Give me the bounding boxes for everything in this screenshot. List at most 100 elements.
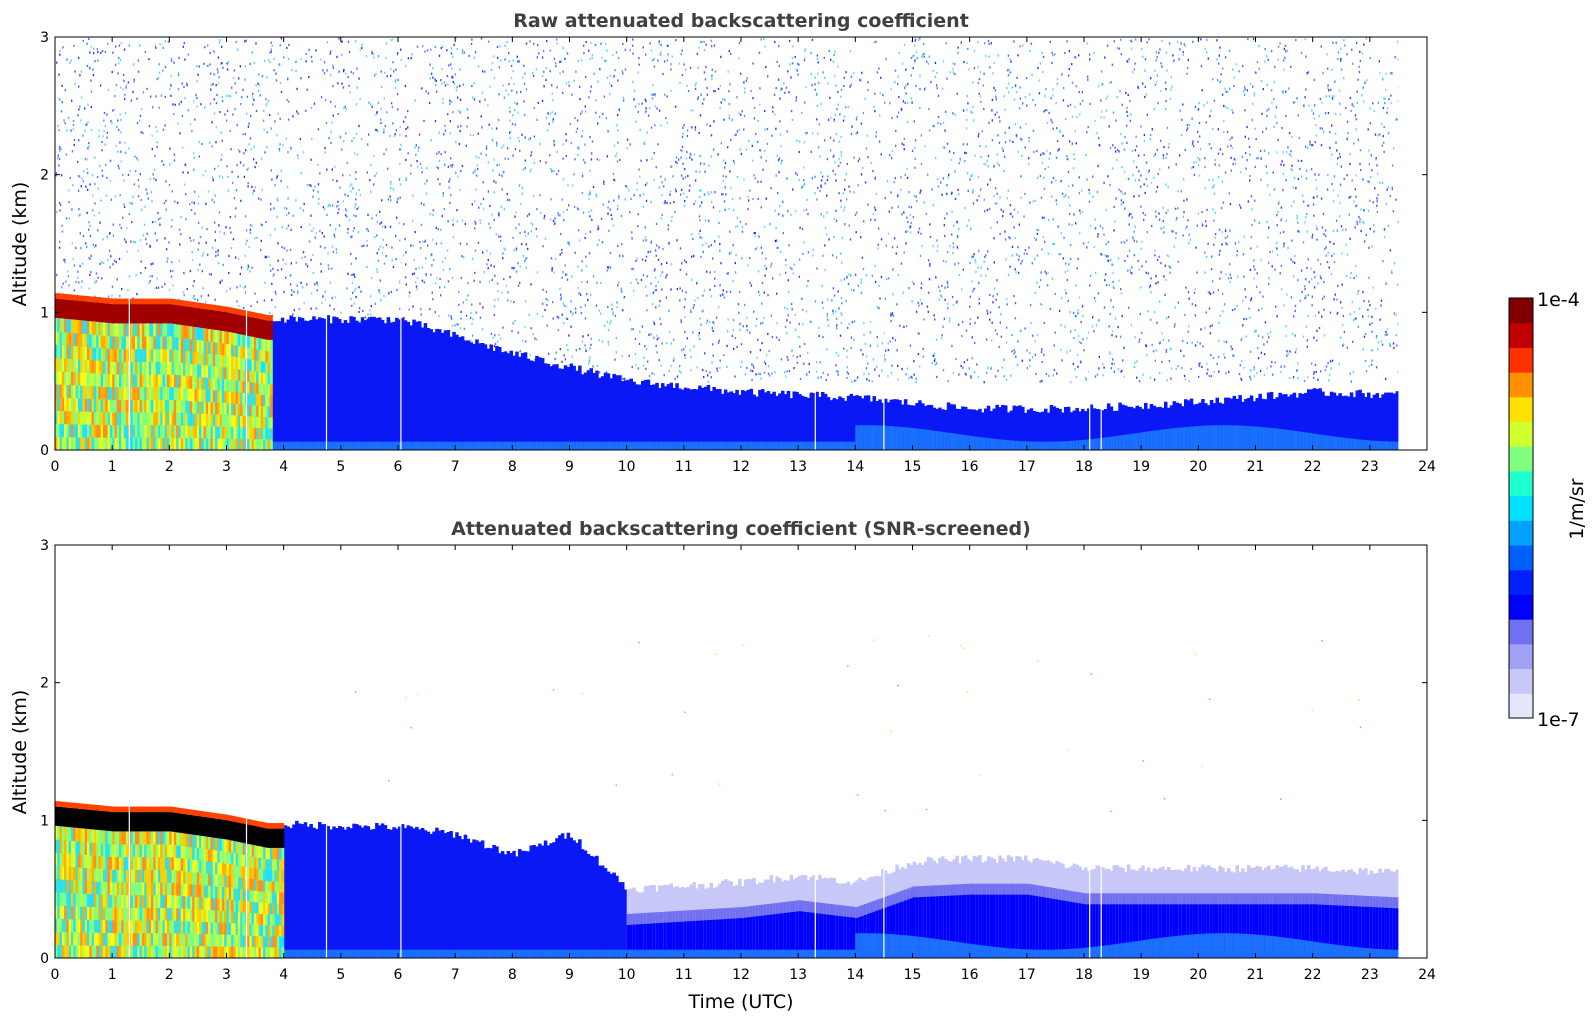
x-tick-label: 7 <box>451 459 460 475</box>
y-tick-label: 1 <box>40 813 49 829</box>
colorbar-swatch <box>1509 298 1533 324</box>
x-tick-label: 23 <box>1361 967 1379 983</box>
x-tick-label: 6 <box>394 967 403 983</box>
x-tick-label: 8 <box>508 967 517 983</box>
colorbar-swatch <box>1509 619 1533 645</box>
y-axis-label: Altitude (km) <box>9 182 31 307</box>
colorbar-min-label: 1e-7 <box>1537 709 1580 731</box>
x-tick-label: 8 <box>508 459 517 475</box>
colorbar-swatch <box>1509 446 1533 472</box>
x-tick-label: 11 <box>675 459 693 475</box>
boundary-layer <box>283 820 1400 958</box>
colorbar-swatch <box>1509 569 1533 595</box>
y-axis-label: Altitude (km) <box>9 690 31 815</box>
x-tick-label: 14 <box>846 967 864 983</box>
x-tick-label: 18 <box>1075 967 1093 983</box>
x-tick-label: 9 <box>565 967 574 983</box>
x-tick-label: 15 <box>904 967 922 983</box>
colorbar-swatch <box>1509 470 1533 497</box>
y-axis: 0 1 2 3 <box>40 30 1427 459</box>
y-tick-label: 3 <box>40 538 49 554</box>
x-tick-label: 4 <box>279 459 288 475</box>
x-tick-label: 21 <box>1247 459 1265 475</box>
x-tick-label: 9 <box>565 459 574 475</box>
x-tick-label: 16 <box>961 967 979 983</box>
y-tick-label: 0 <box>40 951 49 967</box>
x-tick-label: 0 <box>51 459 60 475</box>
cloud-region <box>55 293 273 450</box>
plot-area <box>55 545 1427 958</box>
colorbar-swatch <box>1509 322 1533 348</box>
x-tick-label: 5 <box>336 967 345 983</box>
no-data-region <box>1398 37 1427 450</box>
x-tick-label: 20 <box>1189 459 1207 475</box>
colorbar-swatch <box>1509 372 1533 398</box>
colorbar-swatch <box>1509 495 1533 521</box>
colorbar-frame <box>1508 297 1534 719</box>
x-tick-label: 12 <box>732 459 750 475</box>
x-tick-label: 22 <box>1304 967 1322 983</box>
y-axis: 0 1 2 3 <box>40 538 1427 967</box>
x-tick-label: 22 <box>1304 459 1322 475</box>
chart-title: Raw attenuated backscattering coefficien… <box>513 10 969 32</box>
x-tick-label: 6 <box>394 459 403 475</box>
colorbar: 1e-4 1e-7 1/m/sr <box>1508 289 1588 731</box>
chart-panel-snr-screened: Attenuated backscattering coefficient (S… <box>9 518 1436 1013</box>
x-tick-label: 21 <box>1247 967 1265 983</box>
x-tick-label: 2 <box>165 459 174 475</box>
x-tick-label: 2 <box>165 967 174 983</box>
x-axis: 0 1 2 3 4 5 6 7 8 9 10 11 12 13 14 15 16 17 18 19 20 21 22 23 24 <box>51 37 1436 475</box>
x-tick-label: 1 <box>108 967 117 983</box>
x-tick-label: 16 <box>961 459 979 475</box>
x-tick-label: 13 <box>789 459 807 475</box>
cloud-region <box>55 801 285 958</box>
x-tick-label: 24 <box>1418 459 1436 475</box>
x-tick-label: 18 <box>1075 459 1093 475</box>
y-tick-label: 2 <box>40 168 49 184</box>
colorbar-swatch <box>1509 520 1533 546</box>
x-tick-label: 7 <box>451 967 460 983</box>
x-tick-label: 10 <box>618 967 636 983</box>
colorbar-swatch <box>1509 347 1533 373</box>
y-tick-label: 2 <box>40 676 49 692</box>
x-tick-label: 13 <box>789 967 807 983</box>
x-tick-label: 0 <box>51 967 60 983</box>
x-tick-label: 19 <box>1132 967 1150 983</box>
colorbar-scale <box>1509 298 1533 719</box>
colorbar-swatch <box>1509 421 1533 447</box>
y-tick-label: 1 <box>40 305 49 321</box>
x-tick-label: 12 <box>732 967 750 983</box>
x-tick-label: 24 <box>1418 967 1436 983</box>
colorbar-swatch <box>1509 643 1533 670</box>
colorbar-swatch <box>1509 396 1533 423</box>
no-data-region <box>1398 545 1427 958</box>
x-tick-label: 5 <box>336 459 345 475</box>
x-tick-label: 14 <box>846 459 864 475</box>
x-tick-label: 17 <box>1018 459 1036 475</box>
x-tick-label: 1 <box>108 459 117 475</box>
chart-title: Attenuated backscattering coefficient (S… <box>451 518 1031 540</box>
data-gaps <box>128 236 1102 450</box>
colorbar-unit-label: 1/m/sr <box>1566 478 1588 539</box>
x-axis-label: Time (UTC) <box>687 991 793 1013</box>
x-tick-label: 10 <box>618 459 636 475</box>
y-tick-label: 0 <box>40 443 49 459</box>
x-tick-label: 17 <box>1018 967 1036 983</box>
colorbar-swatch <box>1509 693 1533 719</box>
x-tick-label: 23 <box>1361 459 1379 475</box>
x-tick-label: 3 <box>222 459 231 475</box>
x-axis: 0 1 2 3 4 5 6 7 8 9 10 11 12 13 14 15 16 17 18 19 20 21 22 23 24 <box>51 545 1436 983</box>
boundary-layer <box>272 315 1400 450</box>
colorbar-swatch <box>1509 545 1533 571</box>
x-tick-label: 4 <box>279 967 288 983</box>
chart-panel-raw: Raw attenuated backscattering coefficien… <box>9 10 1436 475</box>
colorbar-swatch <box>1509 668 1533 694</box>
colorbar-max-label: 1e-4 <box>1537 289 1580 311</box>
x-tick-label: 11 <box>675 967 693 983</box>
colorbar-swatch <box>1509 594 1533 620</box>
y-tick-label: 3 <box>40 30 49 46</box>
x-tick-label: 19 <box>1132 459 1150 475</box>
x-tick-label: 20 <box>1189 967 1207 983</box>
x-tick-label: 15 <box>904 459 922 475</box>
